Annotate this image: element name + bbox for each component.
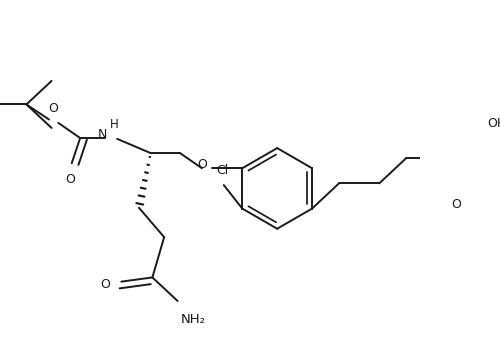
Text: O: O — [100, 279, 110, 291]
Text: N: N — [98, 128, 107, 141]
Text: Cl: Cl — [216, 164, 228, 177]
Text: O: O — [197, 157, 207, 171]
Text: O: O — [65, 173, 75, 186]
Text: NH₂: NH₂ — [181, 313, 206, 326]
Text: O: O — [452, 198, 462, 211]
Text: O: O — [48, 102, 58, 115]
Text: OH: OH — [488, 117, 500, 130]
Text: H: H — [110, 118, 118, 131]
